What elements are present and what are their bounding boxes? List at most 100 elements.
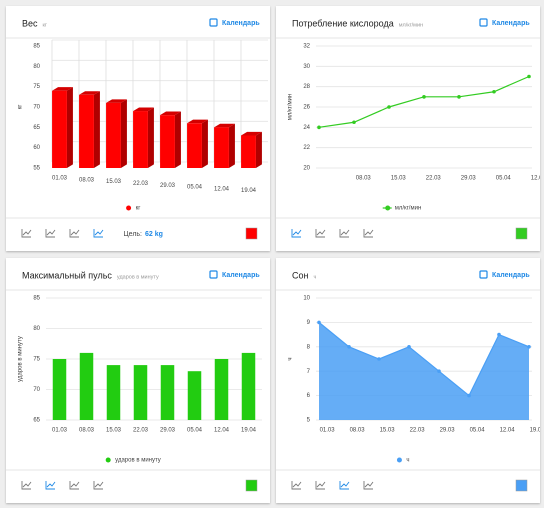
x-tick-label: 19.04	[241, 428, 257, 434]
y-tick-label: 28	[303, 84, 310, 90]
calendar-button[interactable]: Календарь	[492, 20, 530, 27]
legend-label: ударов в минуту	[115, 458, 161, 464]
bar	[106, 365, 121, 420]
y-axis-label: ч	[288, 357, 294, 360]
x-tick-label: 12.04	[214, 428, 230, 434]
point	[467, 393, 471, 398]
y-tick-label: 30	[303, 64, 310, 70]
legend-swatch	[385, 205, 391, 211]
legend-label: мл/кг/мин	[395, 206, 422, 212]
x-tick-label: 08.03	[79, 428, 95, 434]
point	[377, 357, 381, 361]
x-tick-label: 22.03	[410, 428, 426, 434]
view-icon[interactable]	[315, 229, 326, 238]
y-axis-label: ударов в минуту	[18, 336, 24, 382]
bar-side	[201, 119, 208, 168]
view-icon[interactable]	[93, 481, 104, 490]
point	[457, 95, 461, 99]
view-icon[interactable]	[339, 229, 350, 238]
view-icon[interactable]	[291, 481, 302, 490]
point	[527, 345, 531, 349]
y-tick-label: 70	[33, 105, 40, 111]
x-tick-label: 08.03	[79, 177, 95, 183]
calendar-button[interactable]: Календарь	[222, 272, 260, 279]
y-axis-label: мл/кг/мин	[288, 94, 294, 121]
y-tick-label: 5	[307, 418, 311, 424]
x-tick-label: 29.03	[461, 176, 477, 182]
y-tick-label: 65	[33, 418, 40, 424]
y-tick-label: 55	[33, 166, 40, 172]
card: Вес кг Календарь 55 60 65 70 75 80 85 кг 01.03 08.03…	[6, 6, 270, 251]
color-swatch[interactable]	[515, 227, 528, 240]
line	[318, 75, 530, 128]
y-tick-label: 22	[303, 145, 310, 151]
chart: Потребление кислорода мл/кг/мин Календарь 2…	[276, 18, 544, 240]
bar	[106, 102, 121, 168]
view-icon[interactable]	[315, 481, 326, 490]
point	[492, 89, 496, 94]
view-icon[interactable]	[291, 229, 302, 238]
x-tick-label: 29.03	[440, 428, 456, 434]
bar-side	[228, 123, 235, 168]
card: Сон ч Календарь 5 6 7 8 9 10 ч 01.03 08.03 15.03 22.0…	[276, 258, 544, 503]
calendar-icon[interactable]	[209, 270, 218, 279]
x-tick-label: 22.03	[133, 428, 149, 434]
view-icon[interactable]	[363, 229, 374, 238]
calendar-icon[interactable]	[479, 270, 488, 279]
calendar-button[interactable]: Календарь	[222, 20, 260, 27]
x-tick-label: 15.03	[106, 428, 122, 434]
calendar-icon[interactable]	[209, 18, 218, 27]
x-tick-label: 19.04	[530, 428, 540, 434]
calendar-button[interactable]: Календарь	[492, 272, 530, 279]
color-swatch[interactable]	[515, 479, 528, 492]
point	[497, 332, 501, 337]
view-icon[interactable]	[69, 481, 80, 490]
bar	[214, 127, 229, 168]
bar-side	[255, 131, 262, 168]
card: Потребление кислорода мл/кг/мин Календарь 2…	[276, 6, 544, 251]
x-tick-label: 01.03	[52, 176, 68, 182]
bar-side	[93, 91, 100, 168]
view-icon[interactable]	[363, 481, 374, 490]
view-icon[interactable]	[21, 229, 32, 238]
x-tick-label: 08.03	[350, 428, 366, 434]
y-tick-label: 80	[33, 326, 40, 332]
view-icon[interactable]	[45, 481, 56, 490]
y-tick-label: 6	[307, 393, 311, 399]
y-tick-label: 7	[307, 369, 311, 375]
x-tick-label: 29.03	[160, 428, 176, 434]
color-swatch[interactable]	[245, 479, 258, 492]
view-icon[interactable]	[21, 481, 32, 490]
color-swatch[interactable]	[245, 227, 258, 240]
bar	[214, 359, 229, 420]
x-tick-label: 15.03	[380, 428, 396, 434]
view-icon[interactable]	[93, 229, 104, 238]
card: Максимальный пульс ударов в минуту Календа…	[6, 258, 270, 503]
chart: Максимальный пульс ударов в минуту Календа…	[6, 270, 270, 492]
y-tick-label: 10	[303, 296, 310, 302]
view-icon[interactable]	[339, 481, 350, 490]
calendar-icon[interactable]	[479, 18, 488, 27]
line	[318, 321, 530, 397]
y-tick-label: 20	[303, 166, 310, 172]
view-icon[interactable]	[69, 229, 80, 238]
bar-top	[52, 87, 73, 91]
area	[319, 322, 529, 420]
x-tick-label: 08.03	[356, 176, 372, 182]
point	[317, 320, 321, 325]
point	[437, 369, 441, 373]
point	[352, 120, 356, 125]
y-tick-label: 80	[33, 64, 40, 70]
view-icon[interactable]	[45, 229, 56, 238]
x-tick-label: 05.04	[187, 428, 203, 434]
y-tick-label: 65	[33, 125, 40, 131]
card-title: Максимальный пульс	[22, 270, 112, 280]
bar	[187, 371, 202, 420]
bar-top	[106, 99, 127, 103]
legend-swatch	[126, 205, 132, 211]
x-tick-label: 05.04	[496, 176, 512, 182]
x-tick-label: 15.03	[391, 176, 407, 182]
legend-swatch	[396, 457, 402, 463]
bar-top	[214, 123, 235, 128]
